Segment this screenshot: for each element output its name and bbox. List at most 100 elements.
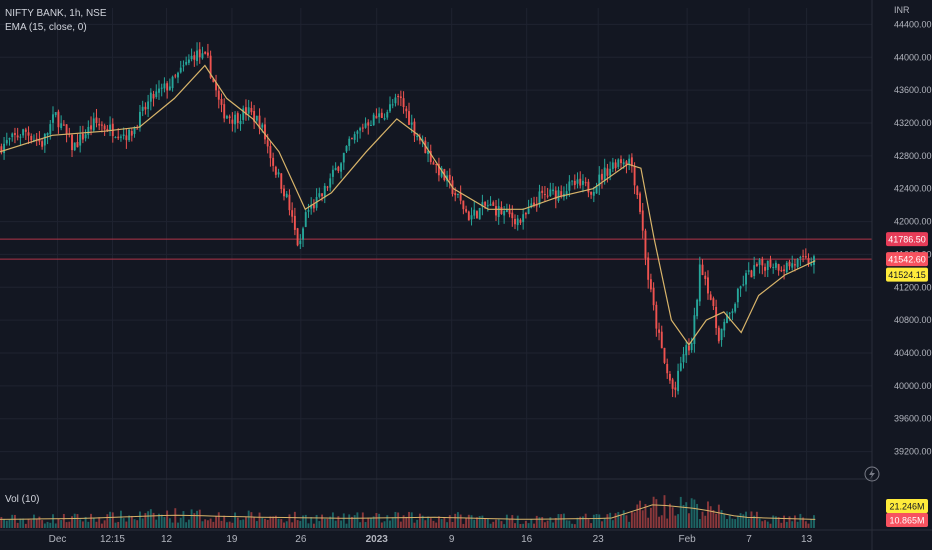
candle-body xyxy=(630,157,633,167)
candle-body xyxy=(272,157,275,166)
candle-body xyxy=(549,189,552,196)
volume-bar xyxy=(734,519,737,528)
volume-bar xyxy=(49,522,52,528)
volume-bar xyxy=(209,518,212,528)
candle-body xyxy=(60,123,63,129)
candle-body xyxy=(429,150,432,162)
y-tick-label: 42400.00 xyxy=(894,184,932,194)
volume-bar xyxy=(766,521,769,528)
volume-bar xyxy=(584,513,587,528)
volume-bar xyxy=(489,523,492,528)
volume-bar xyxy=(590,523,593,528)
candle-body xyxy=(100,124,103,126)
candle-body xyxy=(698,264,701,302)
volume-bar xyxy=(98,517,101,528)
volume-bar xyxy=(52,514,54,528)
volume-bar xyxy=(492,521,495,528)
candle-body xyxy=(155,91,158,97)
volume-bar xyxy=(481,515,484,528)
x-tick-label: 12:15 xyxy=(100,534,125,545)
volume-bar xyxy=(35,518,38,528)
volume-bar xyxy=(804,521,807,528)
candle-body xyxy=(38,139,41,142)
candle-body xyxy=(535,205,538,207)
volume-bar xyxy=(201,521,204,528)
candle-body xyxy=(24,129,27,132)
volume-bar xyxy=(111,512,114,528)
candle-body xyxy=(704,275,707,279)
volume-bar xyxy=(598,514,601,528)
volume-bar xyxy=(291,522,294,528)
volume-bar xyxy=(250,512,253,528)
volume-bar xyxy=(231,522,234,528)
candle-body xyxy=(764,266,766,271)
volume-bar xyxy=(155,519,158,528)
volume-bar xyxy=(299,520,302,528)
volume-bar xyxy=(620,515,622,528)
ema-line xyxy=(0,64,816,346)
candle-body xyxy=(250,107,253,113)
candle-body xyxy=(302,228,304,240)
candle-body xyxy=(304,212,307,227)
volume-bar xyxy=(418,513,421,528)
candle-body xyxy=(685,345,688,356)
candle-body xyxy=(484,201,487,206)
volume-bar xyxy=(519,524,522,528)
y-tick-label: 42000.00 xyxy=(894,217,932,227)
volume-bar xyxy=(617,511,620,528)
volume-bar xyxy=(258,512,261,528)
candle-body xyxy=(81,133,84,140)
candle-body xyxy=(687,345,690,351)
candle-body xyxy=(755,264,758,266)
volume-bar xyxy=(378,513,381,528)
volume-bar xyxy=(361,512,364,528)
candle-body xyxy=(682,354,685,363)
candle-body xyxy=(454,193,457,196)
candle-body xyxy=(361,127,364,129)
candle-body xyxy=(258,115,261,129)
candle-body xyxy=(318,193,321,197)
candle-body xyxy=(448,174,451,180)
candle-body xyxy=(576,179,579,184)
volume-bar xyxy=(717,504,720,528)
candle-body xyxy=(533,202,535,206)
candle-body xyxy=(435,164,438,166)
volume-bar xyxy=(641,510,644,528)
candle-body xyxy=(130,131,133,136)
volume-bar xyxy=(302,515,304,528)
candle-body xyxy=(579,178,582,186)
volume-bar xyxy=(81,521,84,528)
volume-bar xyxy=(527,523,530,528)
candle-body xyxy=(530,203,533,208)
currency-label: INR xyxy=(894,5,910,15)
x-tick-label: 16 xyxy=(521,534,533,545)
candle-body xyxy=(190,55,193,60)
candle-body xyxy=(234,114,237,125)
candle-body xyxy=(769,259,772,267)
candle-body xyxy=(225,115,228,119)
candle-body xyxy=(359,128,362,131)
candle-body xyxy=(674,387,677,390)
candle-body xyxy=(52,114,54,123)
candle-body xyxy=(668,373,671,381)
volume-bar xyxy=(73,513,76,528)
candle-body xyxy=(503,211,506,216)
volume-bar xyxy=(334,520,337,528)
candle-body xyxy=(774,262,777,268)
volume-bar xyxy=(274,515,277,528)
volume-bar xyxy=(470,515,473,528)
volume-bar xyxy=(516,515,519,528)
candle-body xyxy=(560,191,563,196)
volume-bar xyxy=(337,516,340,528)
volume-bar xyxy=(769,523,772,528)
candle-body xyxy=(690,343,693,351)
candle-body xyxy=(334,167,337,171)
volume-bar xyxy=(486,518,489,528)
y-tick-label: 40800.00 xyxy=(894,315,932,325)
volume-bar xyxy=(530,519,533,528)
candle-body xyxy=(514,218,516,225)
volume-bar xyxy=(141,518,144,528)
volume-bar xyxy=(603,518,606,528)
volume-bar xyxy=(633,512,636,528)
